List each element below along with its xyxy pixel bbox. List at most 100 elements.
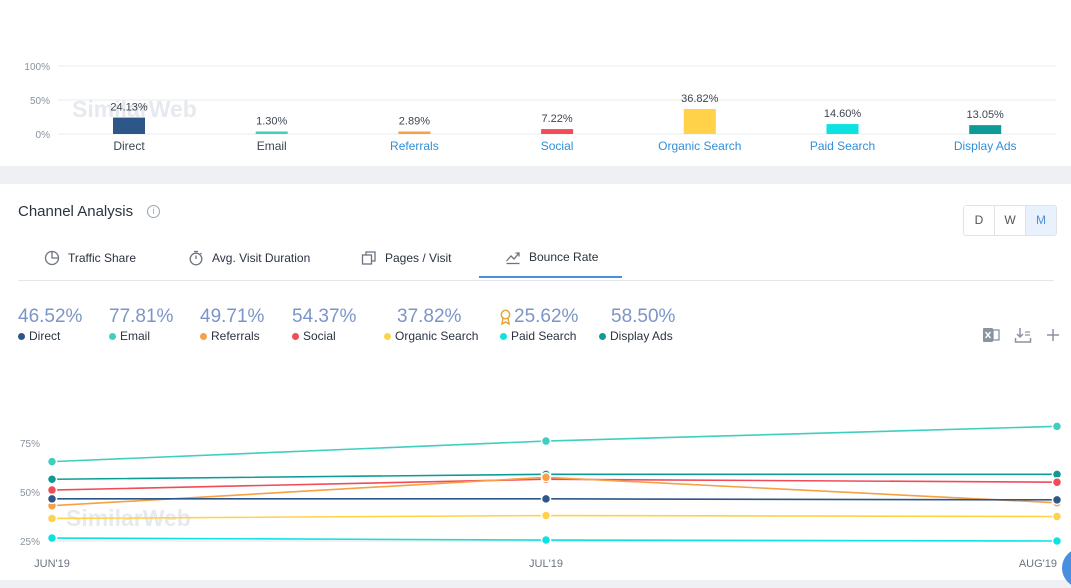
y-tick-label: 0% xyxy=(36,130,51,141)
bar-category-label[interactable]: Referrals xyxy=(390,139,439,153)
bar-category-label: Email xyxy=(257,139,287,153)
scroll-top-button[interactable] xyxy=(1062,548,1071,588)
metric-label: Display Ads xyxy=(610,329,673,343)
bar-value-label: 24.13% xyxy=(110,102,148,114)
bar-value-label: 13.05% xyxy=(967,109,1005,121)
tab-avg-visit-duration[interactable]: Avg. Visit Duration xyxy=(188,238,310,278)
excel-export-icon[interactable] xyxy=(982,326,1000,344)
legend-dot xyxy=(18,332,25,340)
bar[interactable] xyxy=(255,131,288,135)
metric-organic-search[interactable]: 37.82% Organic Search xyxy=(384,306,478,343)
bar[interactable] xyxy=(969,125,1002,134)
tab-label: Pages / Visit xyxy=(385,251,452,265)
bar-value-label: 7.22% xyxy=(541,113,572,125)
metric-value: 37.82% xyxy=(397,306,462,327)
channel-analysis-title: Channel Analysis xyxy=(18,203,134,220)
metric-label: Organic Search xyxy=(395,329,479,343)
data-point[interactable] xyxy=(46,493,58,505)
granularity-toggle: D W M xyxy=(963,205,1057,236)
metric-label: Paid Search xyxy=(511,329,577,343)
metric-value: 58.50% xyxy=(611,306,676,327)
tab-label: Traffic Share xyxy=(68,251,137,265)
add-icon[interactable] xyxy=(1046,328,1060,342)
x-tick-label: JUL'19 xyxy=(529,558,563,570)
info-icon[interactable]: i xyxy=(147,205,160,218)
y-tick-label: 50% xyxy=(20,488,40,499)
data-point[interactable] xyxy=(540,510,552,521)
legend-dot xyxy=(200,332,207,340)
metric-value: 46.52% xyxy=(18,306,83,327)
series-line xyxy=(51,478,1058,491)
y-tick-label: 25% xyxy=(20,537,40,548)
metric-label: Direct xyxy=(29,329,61,343)
data-point[interactable] xyxy=(540,472,552,483)
metric-display-ads[interactable]: 58.50% Display Ads xyxy=(599,306,675,343)
metric-paid-search[interactable]: 25.62% Paid Search xyxy=(500,306,578,343)
x-tick-label: JUN'19 xyxy=(34,558,70,570)
data-point[interactable] xyxy=(540,435,552,447)
data-point[interactable] xyxy=(540,493,552,505)
y-tick-label: 75% xyxy=(20,439,40,450)
data-point[interactable] xyxy=(1051,421,1063,432)
bar[interactable] xyxy=(826,124,859,134)
bar[interactable] xyxy=(398,131,431,135)
tab-traffic-share[interactable]: Traffic Share xyxy=(44,238,136,278)
bar-category-label[interactable]: Social xyxy=(541,139,574,153)
series-line xyxy=(52,498,1058,501)
bounce-icon xyxy=(506,252,520,265)
metric-email[interactable]: 77.81% Email xyxy=(109,306,173,343)
data-point[interactable] xyxy=(1051,494,1063,506)
data-point[interactable] xyxy=(46,513,58,524)
bar-category-label[interactable]: Paid Search xyxy=(810,139,875,153)
pie-icon xyxy=(44,250,60,266)
stopwatch-icon xyxy=(189,250,203,266)
y-tick-label: 50% xyxy=(30,96,50,107)
granularity-month[interactable]: M xyxy=(1025,206,1056,235)
metric-referrals[interactable]: 49.71% Referrals xyxy=(200,306,264,343)
metric-value: 77.81% xyxy=(109,306,174,327)
data-point[interactable] xyxy=(46,532,58,544)
bar[interactable] xyxy=(683,108,716,134)
bar-category-label[interactable]: Organic Search xyxy=(658,139,741,153)
data-point[interactable] xyxy=(1051,476,1063,488)
x-tick-label: AUG'19 xyxy=(1019,558,1057,570)
bar-category-label[interactable]: Display Ads xyxy=(954,139,1017,153)
data-point[interactable] xyxy=(540,534,552,546)
traffic-sources-bar-chart: 100%50%0%SimilarWeb24.13%Direct1.30%Emai… xyxy=(24,62,1056,153)
metric-value: 49.71% xyxy=(200,306,265,327)
data-point[interactable] xyxy=(1051,535,1063,547)
metric-social[interactable]: 54.37% Social xyxy=(292,306,356,343)
data-point[interactable] xyxy=(46,456,58,467)
channel-tabs: Traffic Share Avg. Visit Duration Pages … xyxy=(18,238,1054,281)
tab-bounce-rate[interactable]: Bounce Rate xyxy=(479,238,622,278)
bar[interactable] xyxy=(113,117,145,134)
metric-value: 54.37% xyxy=(292,306,357,327)
bar-value-label: 14.60% xyxy=(824,108,862,120)
metric-label: Social xyxy=(303,329,336,343)
tab-pages-per-visit[interactable]: Pages / Visit xyxy=(361,238,451,278)
legend-dot xyxy=(109,332,116,340)
legend-dot xyxy=(292,332,299,340)
granularity-day[interactable]: D xyxy=(964,206,994,235)
metric-direct[interactable]: 46.52% Direct xyxy=(18,306,82,343)
chart-tools xyxy=(982,326,1060,344)
metric-label: Email xyxy=(120,329,151,343)
series-line xyxy=(51,425,1058,463)
legend-dot xyxy=(384,332,391,340)
metric-value: 25.62% xyxy=(514,306,579,327)
bar-value-label: 2.89% xyxy=(399,116,430,128)
channel-analysis-card xyxy=(0,184,1071,580)
award-icon xyxy=(500,309,511,325)
download-icon[interactable] xyxy=(1014,326,1032,344)
bar[interactable] xyxy=(541,129,574,134)
metric-label: Referrals xyxy=(211,329,260,343)
granularity-week[interactable]: W xyxy=(994,206,1025,235)
legend-dot xyxy=(599,332,606,340)
data-point[interactable] xyxy=(46,474,58,485)
bar-category-label: Direct xyxy=(113,139,145,153)
data-point[interactable] xyxy=(1051,511,1063,522)
bar-value-label: 36.82% xyxy=(681,93,719,105)
bar-value-label: 1.30% xyxy=(256,116,287,128)
data-point[interactable] xyxy=(46,484,58,496)
y-tick-label: 100% xyxy=(24,62,50,73)
